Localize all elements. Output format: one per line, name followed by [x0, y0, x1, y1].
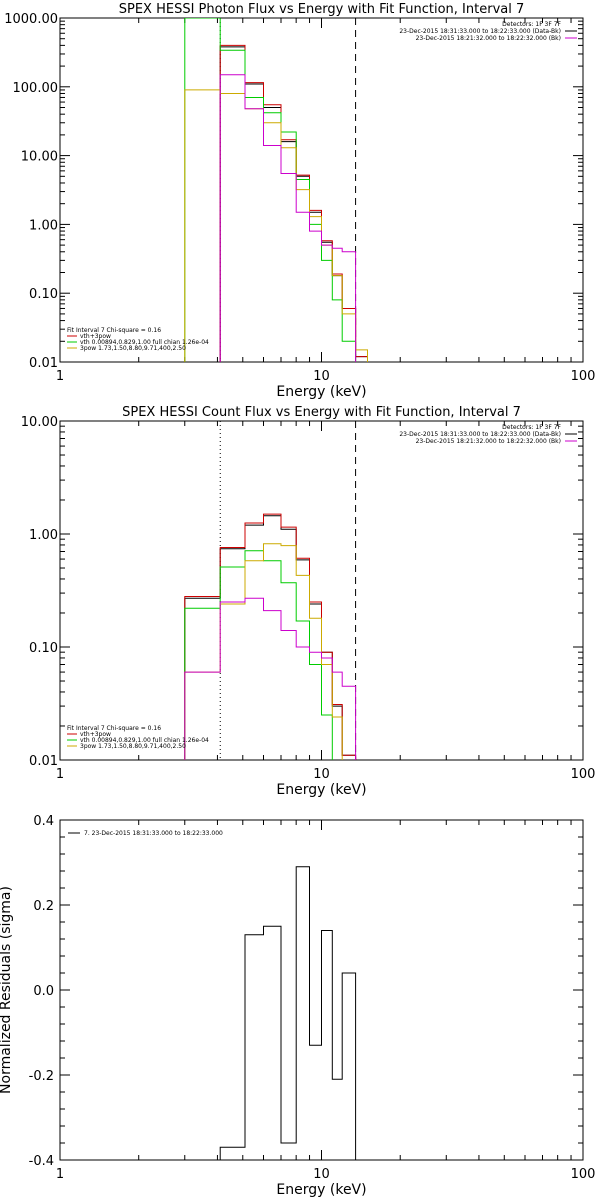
- note-line: 23-Dec-2015 18:21:32.000 to 18:22:32.000…: [416, 438, 561, 445]
- y-tick-label: 0.10: [29, 287, 58, 302]
- chart-panel-2: SPEX HESSI Count Flux vs Energy with Fit…: [21, 405, 596, 798]
- series-line-5: [184, 597, 357, 760]
- x-tick-label: 10: [313, 767, 330, 782]
- series-line-3: [184, 18, 357, 362]
- y-axis-label: Normalized Residuals (sigma): [0, 886, 14, 1094]
- y-tick-label: 0.0: [33, 984, 54, 999]
- x-tick-label: 100: [571, 369, 596, 384]
- chart-panel-3: 1 10 100 Energy (keV) -0.4 -0.2 0.0 0.2 0.4 Norma…: [0, 814, 595, 1198]
- y-tick-label: 10.00: [21, 415, 58, 430]
- y-tick-label: 1.00: [29, 528, 58, 543]
- legend-text: vth+3pow: [80, 731, 111, 738]
- legend-text: 7. 23-Dec-2015 18:31:33.000 to 18:22:33.…: [84, 830, 223, 837]
- legend-text: Fit Interval 7 Chi-square = 0.16: [67, 725, 161, 732]
- note-line: 23-Dec-2015 18:31:33.000 to 18:22:33.000…: [399, 431, 561, 438]
- y-tick-label: 1000.00: [4, 12, 58, 27]
- x-tick-label: 1: [56, 1167, 64, 1182]
- legend-text: vth 0.00894,0.829,1.00 full chian 1.26e-…: [80, 339, 209, 346]
- y-tick-label: 0.01: [29, 356, 58, 371]
- y-axis: -0.4 -0.2 0.0 0.2 0.4 Normalized Residuals (s…: [0, 814, 583, 1169]
- y-tick-label: 0.2: [33, 899, 54, 914]
- x-axis-label: Energy (keV): [276, 782, 366, 798]
- y-tick-label: -0.2: [29, 1069, 54, 1084]
- legend-text: 3pow 1.73,1.50,8.80,9.71,400,2.50: [80, 743, 186, 750]
- series-group: [184, 18, 368, 362]
- y-tick-label: 0.10: [29, 641, 58, 656]
- series-line-5: [219, 74, 357, 362]
- note-line: 23-Dec-2015 18:31:33.000 to 18:22:33.000…: [399, 28, 561, 35]
- legend-text: 3pow 1.73,1.50,8.80,9.71,400,2.50: [80, 345, 186, 352]
- note-line: Detectors: 1F 3F 7F: [502, 21, 561, 28]
- x-axis-label: Energy (keV): [276, 1182, 366, 1198]
- series-line-1: [184, 515, 357, 760]
- series-group: [219, 866, 357, 1160]
- legend-text: vth+3pow: [80, 333, 111, 340]
- plot-frame: [59, 17, 584, 363]
- x-axis: 1 10 100 Energy (keV): [56, 18, 596, 400]
- chart-title: SPEX HESSI Count Flux vs Energy with Fit…: [122, 405, 521, 420]
- note-line: 23-Dec-2015 18:21:32.000 to 18:22:32.000…: [416, 35, 561, 42]
- series-line-4: [184, 89, 368, 362]
- series-line-1: [219, 866, 357, 1160]
- y-tick-label: -0.4: [29, 1154, 54, 1169]
- series-group: [184, 513, 357, 760]
- x-tick-label: 10: [313, 369, 330, 384]
- chart-title: SPEX HESSI Photon Flux vs Energy with Fi…: [119, 2, 525, 17]
- x-tick-label: 1: [56, 767, 64, 782]
- x-tick-label: 100: [571, 1167, 596, 1182]
- series-line-4: [184, 543, 343, 760]
- x-tick-label: 1: [56, 369, 64, 384]
- x-axis: 1 10 100 Energy (keV): [56, 820, 596, 1198]
- y-axis: 0.01 0.10 1.00 10.00 100.00 1000.00: [4, 12, 583, 371]
- y-axis: 0.01 0.10 1.00 10.00: [21, 415, 583, 769]
- legend-text: vth 0.00894,0.829,1.00 full chian 1.26e-…: [80, 737, 209, 744]
- chart-panel-1: SPEX HESSI Photon Flux vs Energy with Fi…: [4, 2, 596, 400]
- x-axis-label: Energy (keV): [276, 384, 366, 400]
- x-tick-label: 10: [313, 1167, 330, 1182]
- x-tick-label: 100: [571, 767, 596, 782]
- note-line: Detectors: 1F 3F 7F: [502, 424, 561, 431]
- y-tick-label: 100.00: [13, 81, 59, 96]
- legend-text: Fit Interval 7 Chi-square = 0.16: [67, 327, 161, 334]
- y-tick-label: 1.00: [29, 218, 58, 233]
- y-tick-label: 10.00: [21, 150, 58, 165]
- series-line-3: [184, 550, 333, 760]
- x-axis: 1 10 100 Energy (keV): [56, 421, 596, 798]
- series-line-2: [184, 513, 357, 760]
- y-tick-label: 0.01: [29, 754, 58, 769]
- y-tick-label: 0.4: [33, 814, 54, 829]
